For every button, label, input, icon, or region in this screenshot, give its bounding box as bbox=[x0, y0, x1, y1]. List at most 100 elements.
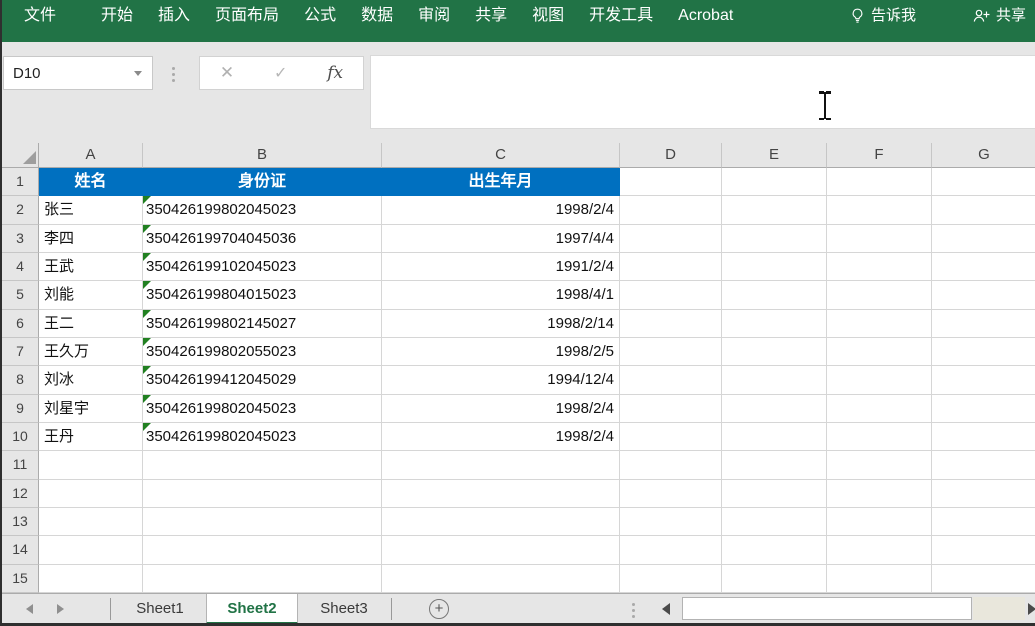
cell-E15[interactable] bbox=[722, 564, 827, 593]
row-header-3[interactable]: 3 bbox=[2, 224, 39, 253]
formula-bar-drag-handle[interactable] bbox=[172, 67, 175, 82]
cell-F4[interactable] bbox=[827, 252, 932, 282]
ribbon-tab-share[interactable]: 共享 bbox=[475, 7, 508, 24]
column-header-F[interactable]: F bbox=[827, 143, 932, 168]
cell-F13[interactable] bbox=[827, 507, 932, 537]
sheet-tab-sheet3[interactable]: Sheet3 bbox=[320, 600, 368, 617]
row-header-6[interactable]: 6 bbox=[2, 309, 39, 338]
cell-G4[interactable] bbox=[932, 252, 1035, 282]
column-header-D[interactable]: D bbox=[620, 143, 722, 168]
cell-E7[interactable] bbox=[722, 337, 827, 367]
cell-A14[interactable] bbox=[39, 536, 143, 565]
hscroll-left-icon[interactable] bbox=[662, 603, 670, 615]
row-header-15[interactable]: 15 bbox=[2, 564, 39, 593]
row-header-13[interactable]: 13 bbox=[2, 507, 39, 537]
cell-C2[interactable]: 1998/2/4 bbox=[382, 196, 620, 225]
cell-A12[interactable] bbox=[39, 479, 143, 508]
cell-A15[interactable] bbox=[39, 564, 143, 593]
cell-C6[interactable]: 1998/2/14 bbox=[382, 309, 620, 338]
cell-D4[interactable] bbox=[620, 252, 722, 282]
row-header-5[interactable]: 5 bbox=[2, 281, 39, 310]
cell-B1[interactable]: 身份证 bbox=[143, 168, 382, 197]
column-header-B[interactable]: B bbox=[143, 143, 382, 168]
column-header-E[interactable]: E bbox=[722, 143, 827, 168]
sheet-tab-sheet1[interactable]: Sheet1 bbox=[136, 600, 184, 617]
cell-E6[interactable] bbox=[722, 309, 827, 338]
cell-D10[interactable] bbox=[620, 422, 722, 452]
share-button[interactable]: 共享 bbox=[972, 2, 1026, 30]
cell-C10[interactable]: 1998/2/4 bbox=[382, 422, 620, 452]
row-header-8[interactable]: 8 bbox=[2, 366, 39, 395]
row-header-14[interactable]: 14 bbox=[2, 536, 39, 565]
cell-A2[interactable]: 张三 bbox=[39, 196, 143, 225]
column-header-A[interactable]: A bbox=[39, 143, 143, 168]
cell-A11[interactable] bbox=[39, 451, 143, 480]
cell-G3[interactable] bbox=[932, 224, 1035, 253]
cell-F8[interactable] bbox=[827, 366, 932, 395]
cell-F3[interactable] bbox=[827, 224, 932, 253]
cell-A6[interactable]: 王二 bbox=[39, 309, 143, 338]
formula-input[interactable] bbox=[370, 55, 1035, 129]
row-header-12[interactable]: 12 bbox=[2, 479, 39, 508]
cell-E12[interactable] bbox=[722, 479, 827, 508]
cell-E1[interactable] bbox=[722, 168, 827, 197]
cell-D8[interactable] bbox=[620, 366, 722, 395]
cell-B5[interactable]: 350426199804015023 bbox=[143, 281, 382, 310]
sheet-tab-sheet2[interactable]: Sheet2 bbox=[206, 594, 298, 623]
cell-A3[interactable]: 李四 bbox=[39, 224, 143, 253]
cell-A8[interactable]: 刘冰 bbox=[39, 366, 143, 395]
cell-B7[interactable]: 350426199802055023 bbox=[143, 337, 382, 367]
cell-C7[interactable]: 1998/2/5 bbox=[382, 337, 620, 367]
row-header-11[interactable]: 11 bbox=[2, 451, 39, 480]
cell-G15[interactable] bbox=[932, 564, 1035, 593]
cell-E2[interactable] bbox=[722, 196, 827, 225]
cell-C14[interactable] bbox=[382, 536, 620, 565]
cell-B8[interactable]: 350426199412045029 bbox=[143, 366, 382, 395]
sheet-nav-left-icon[interactable] bbox=[26, 604, 33, 614]
ribbon-tab-review[interactable]: 审阅 bbox=[418, 7, 451, 24]
cell-D3[interactable] bbox=[620, 224, 722, 253]
cell-G9[interactable] bbox=[932, 394, 1035, 423]
cell-C3[interactable]: 1997/4/4 bbox=[382, 224, 620, 253]
cell-A9[interactable]: 刘星宇 bbox=[39, 394, 143, 423]
cell-F15[interactable] bbox=[827, 564, 932, 593]
cell-E10[interactable] bbox=[722, 422, 827, 452]
cell-E8[interactable] bbox=[722, 366, 827, 395]
column-header-C[interactable]: C bbox=[382, 143, 620, 168]
cell-B4[interactable]: 350426199102045023 bbox=[143, 252, 382, 282]
cell-B11[interactable] bbox=[143, 451, 382, 480]
cell-E13[interactable] bbox=[722, 507, 827, 537]
cell-A10[interactable]: 王丹 bbox=[39, 422, 143, 452]
cell-E5[interactable] bbox=[722, 281, 827, 310]
cell-C9[interactable]: 1998/2/4 bbox=[382, 394, 620, 423]
hscroll-thumb[interactable] bbox=[682, 597, 972, 620]
cell-A13[interactable] bbox=[39, 507, 143, 537]
ribbon-tab-data[interactable]: 数据 bbox=[361, 7, 394, 24]
cell-F9[interactable] bbox=[827, 394, 932, 423]
enter-icon[interactable]: ✓ bbox=[273, 65, 288, 82]
cell-C12[interactable] bbox=[382, 479, 620, 508]
cell-B10[interactable]: 350426199802045023 bbox=[143, 422, 382, 452]
cell-E14[interactable] bbox=[722, 536, 827, 565]
cell-C5[interactable]: 1998/4/1 bbox=[382, 281, 620, 310]
select-all-button[interactable] bbox=[2, 143, 39, 168]
cell-G14[interactable] bbox=[932, 536, 1035, 565]
insert-function-icon[interactable]: fx bbox=[327, 63, 344, 83]
cell-B9[interactable]: 350426199802045023 bbox=[143, 394, 382, 423]
cell-A4[interactable]: 王武 bbox=[39, 252, 143, 282]
cell-E9[interactable] bbox=[722, 394, 827, 423]
cell-C11[interactable] bbox=[382, 451, 620, 480]
cell-F14[interactable] bbox=[827, 536, 932, 565]
row-header-4[interactable]: 4 bbox=[2, 252, 39, 282]
cell-G2[interactable] bbox=[932, 196, 1035, 225]
cell-F7[interactable] bbox=[827, 337, 932, 367]
cell-F2[interactable] bbox=[827, 196, 932, 225]
cell-D2[interactable] bbox=[620, 196, 722, 225]
cell-A7[interactable]: 王久万 bbox=[39, 337, 143, 367]
cell-G13[interactable] bbox=[932, 507, 1035, 537]
cell-B6[interactable]: 350426199802145027 bbox=[143, 309, 382, 338]
cell-G11[interactable] bbox=[932, 451, 1035, 480]
ribbon-tab-formulas[interactable]: 公式 bbox=[304, 7, 337, 24]
cell-E11[interactable] bbox=[722, 451, 827, 480]
row-header-9[interactable]: 9 bbox=[2, 394, 39, 423]
